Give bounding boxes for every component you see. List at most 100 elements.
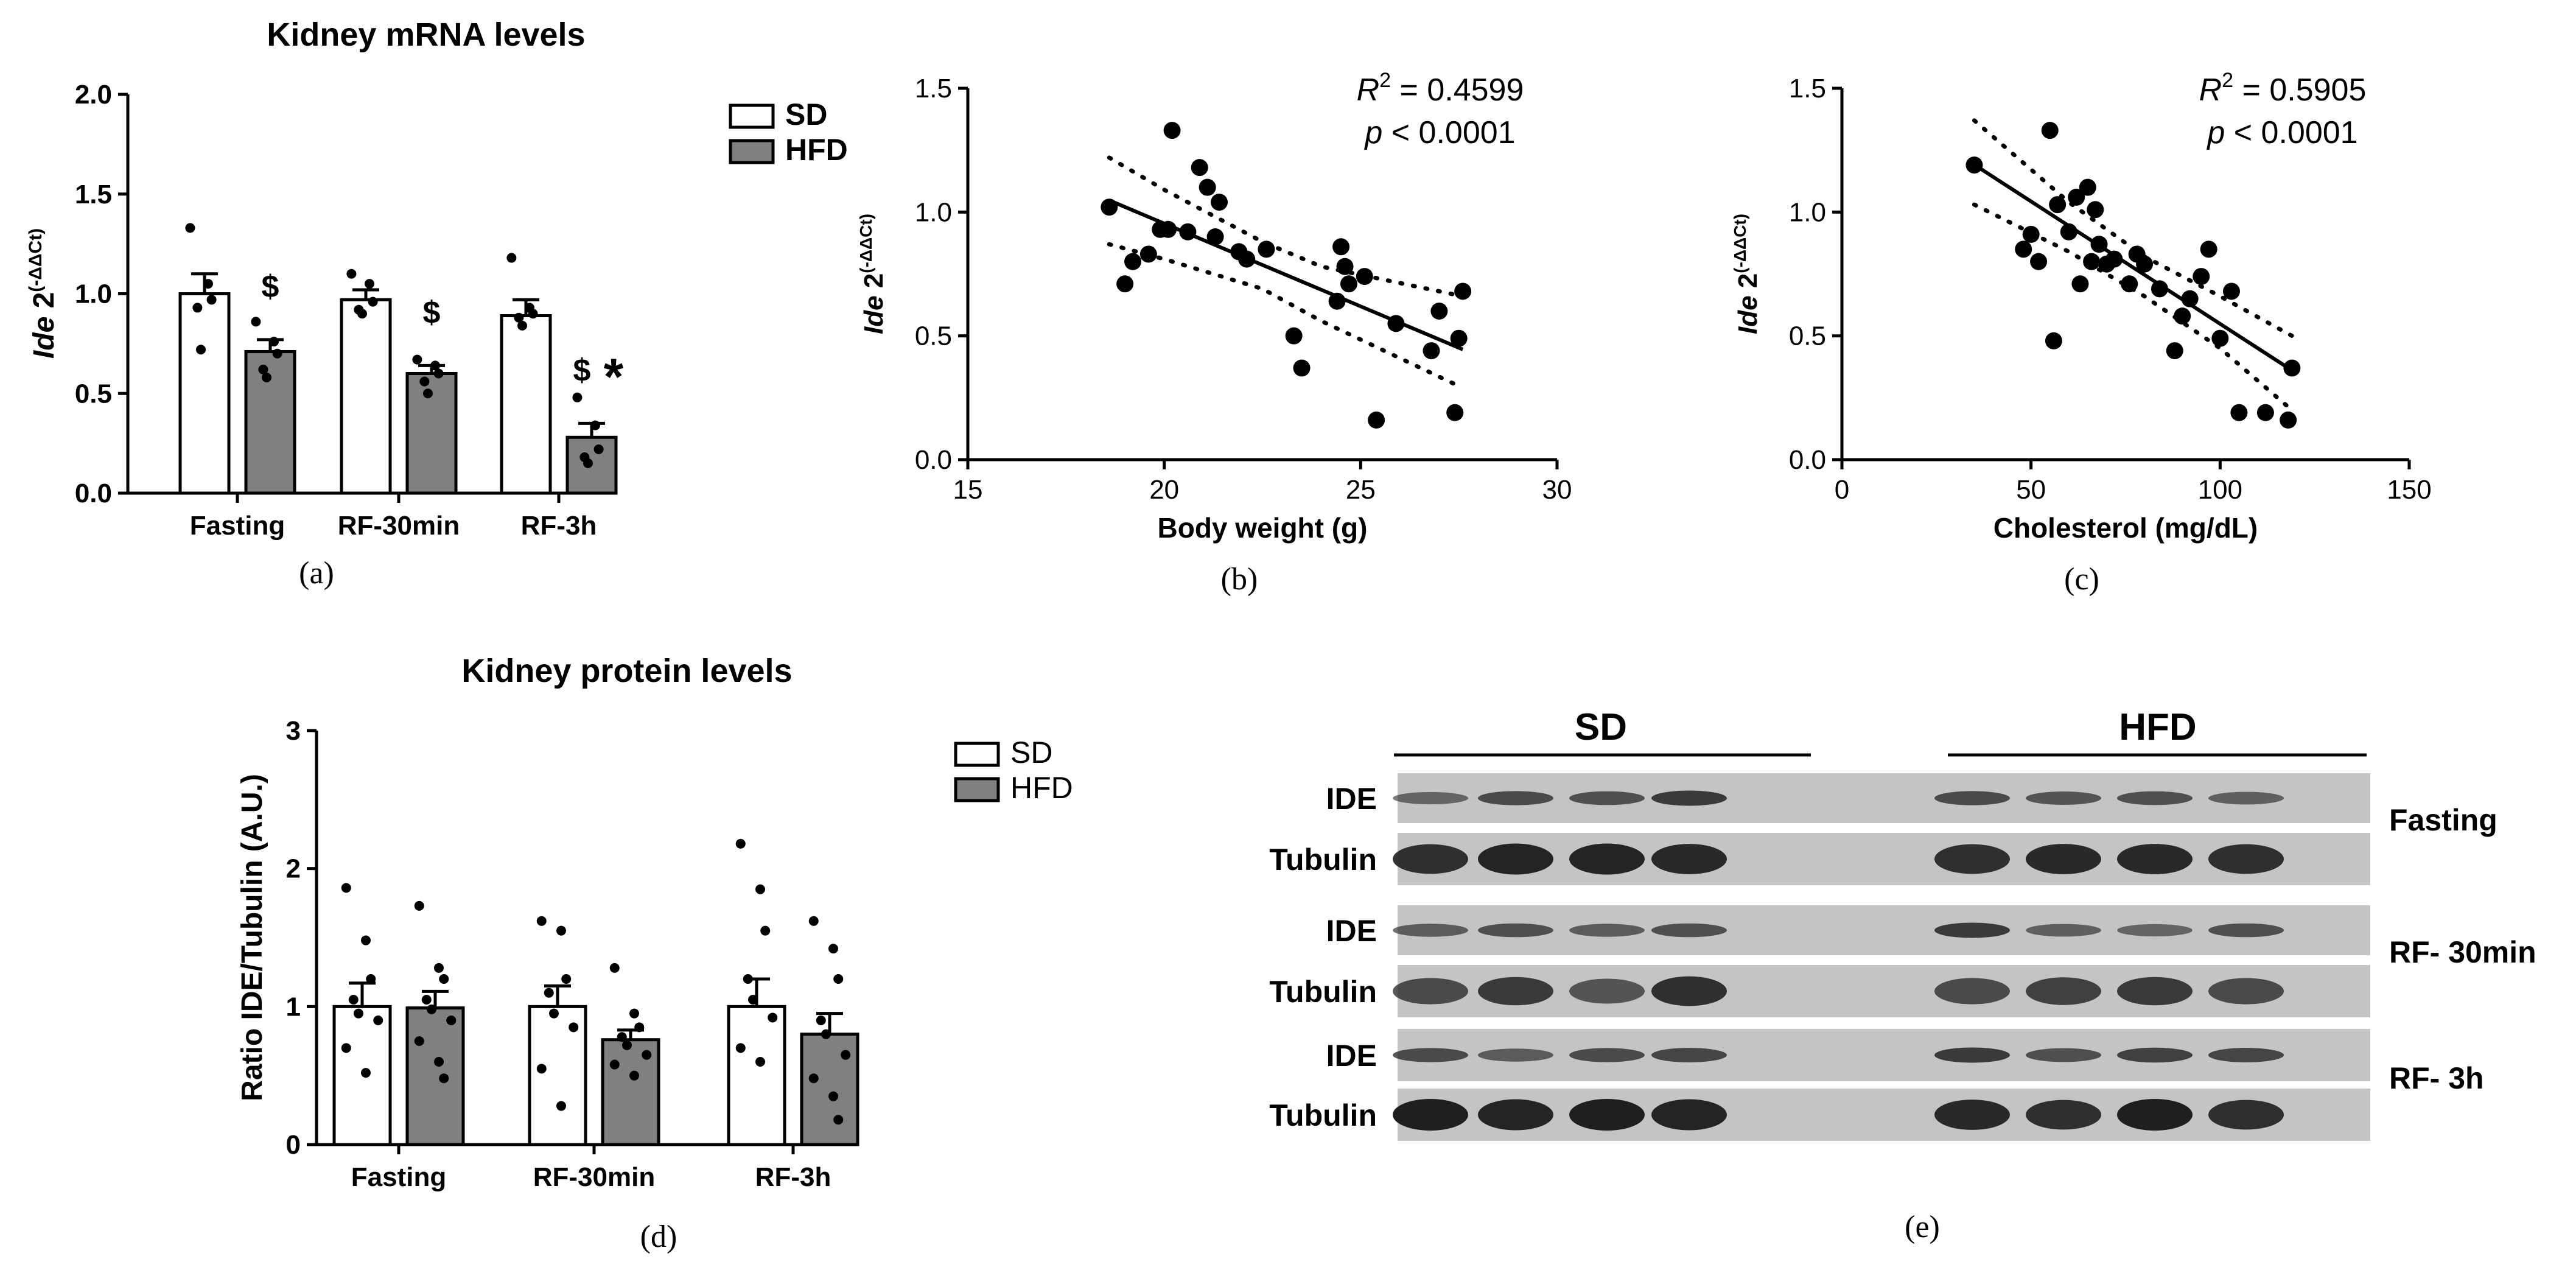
stat-r-value: = 0.4599 [1391, 72, 1524, 108]
blot-band [1569, 1099, 1645, 1131]
ci-lower-line [1107, 242, 1465, 390]
regression-line [1973, 163, 2294, 372]
data-point [1423, 342, 1440, 360]
blot-band [1393, 791, 1468, 805]
stat-r-exponent: 2 [1379, 69, 1391, 92]
data-point [365, 279, 374, 289]
data-point [2015, 240, 2032, 258]
data-point [1285, 327, 1303, 345]
x-tick-label: 20 [1149, 475, 1179, 505]
blot-band [1651, 1099, 1727, 1131]
data-point [1191, 159, 1208, 177]
data-point [366, 974, 376, 984]
data-point [517, 320, 527, 331]
data-point [2049, 196, 2067, 214]
blot-band [1478, 923, 1553, 938]
data-point [735, 838, 746, 849]
legend-swatch-hfd [954, 777, 1000, 802]
data-point [1387, 315, 1405, 332]
blot-band [2117, 791, 2193, 805]
blot-band [1651, 976, 1727, 1006]
data-point [262, 373, 271, 383]
legend-swatch-hfd [729, 139, 775, 164]
stat-p-value: p < 0.0001 [2206, 115, 2357, 150]
panel-c-chart: 0.0 0.5 1.0 1.5 0 50 100 150 Cholesterol (mg/dL)… [1731, 69, 2432, 544]
bar-sd [500, 314, 552, 495]
y-axis-label: Ratio IDE/Tubulin (A.U.) [236, 774, 268, 1101]
panel-b-chart: 0.0 0.5 1.0 1.5 15 20 25 30 Body weight (g) Ide 2… [856, 69, 1572, 544]
blot-band [2026, 844, 2101, 874]
blot-band [2026, 791, 2101, 805]
data-point [828, 1091, 838, 1101]
data-point [421, 995, 432, 1005]
data-point [368, 296, 378, 307]
blot-band [1393, 924, 1468, 937]
stat-p-value: p < 0.0001 [1363, 115, 1515, 150]
panel-d-title: Kidney protein levels [461, 653, 792, 689]
y-tick-label: 1.5 [915, 74, 952, 103]
stat-p-letter: p [2206, 115, 2225, 150]
data-point [2087, 201, 2104, 219]
data-point [593, 444, 604, 454]
data-point [833, 1115, 844, 1125]
data-point [1101, 198, 1118, 216]
data-point [2181, 290, 2199, 307]
stat-r-squared: R2 = 0.5905 [2199, 69, 2367, 108]
panel-b-label: (b) [1221, 562, 1258, 597]
blot-band [1651, 1048, 1727, 1062]
y-tick-label: 0 [286, 1130, 301, 1160]
data-point [622, 1040, 632, 1050]
y-axis-label: Ide 2(-ΔΔCt) [856, 214, 889, 334]
significance-dollar: $ [423, 295, 441, 330]
blot-band [2208, 923, 2284, 938]
blot-panel-label: (e) [1905, 1210, 1940, 1244]
data-point [1328, 292, 1346, 310]
data-point [1965, 156, 1983, 174]
data-point [433, 368, 444, 379]
blot-band [1934, 978, 2010, 1005]
data-point [1206, 228, 1224, 245]
data-point [609, 1059, 620, 1070]
stat-r-squared: R2 = 0.4599 [1357, 69, 1524, 108]
y-tick-label: 1.0 [915, 197, 952, 227]
blot-strip [1398, 905, 2370, 955]
data-point [341, 1043, 351, 1053]
data-point [2041, 122, 2059, 139]
data-point [251, 317, 261, 327]
data-point [828, 944, 838, 954]
data-point [1356, 268, 1373, 286]
y-tick-label: 1.0 [75, 279, 112, 309]
blot-band [1393, 978, 1468, 1005]
blot-band [1569, 843, 1645, 875]
data-point [760, 925, 771, 936]
data-point [2045, 332, 2062, 349]
data-point [528, 309, 538, 319]
bar-sd [727, 1005, 786, 1146]
bar-hfd [244, 349, 296, 495]
stat-r-exponent: 2 [2222, 69, 2233, 92]
panel-c-label: (c) [2064, 562, 2099, 597]
x-tick-label: RF-3h [755, 1162, 831, 1192]
blot-band [1934, 791, 2010, 805]
data-point [439, 1073, 449, 1084]
legend-label-sd: SD [1010, 735, 1052, 770]
data-point [634, 1022, 645, 1033]
data-point [590, 420, 600, 430]
data-point [272, 348, 282, 359]
data-point [357, 309, 367, 319]
data-point [572, 392, 583, 402]
blot-row-label: IDE [1326, 1039, 1377, 1073]
data-point [430, 360, 440, 371]
panel-a-chart: 0.0 0.5 1.0 1.5 2.0 Fasting RF-30min RF-3h SDHFD… [26, 80, 848, 541]
data-point [203, 279, 213, 289]
data-point [439, 974, 449, 984]
data-point [2166, 342, 2183, 360]
blot-band [2026, 1100, 2101, 1130]
panel-a-title: Kidney mRNA levels [267, 16, 585, 53]
blot-group-hfd: HFD [2119, 706, 2196, 748]
blot-row-label: Tubulin [1269, 843, 1377, 877]
blot-band [1393, 1099, 1468, 1131]
data-point [1336, 258, 1354, 275]
x-tick-label: RF-30min [533, 1162, 655, 1192]
data-point [569, 1022, 579, 1033]
